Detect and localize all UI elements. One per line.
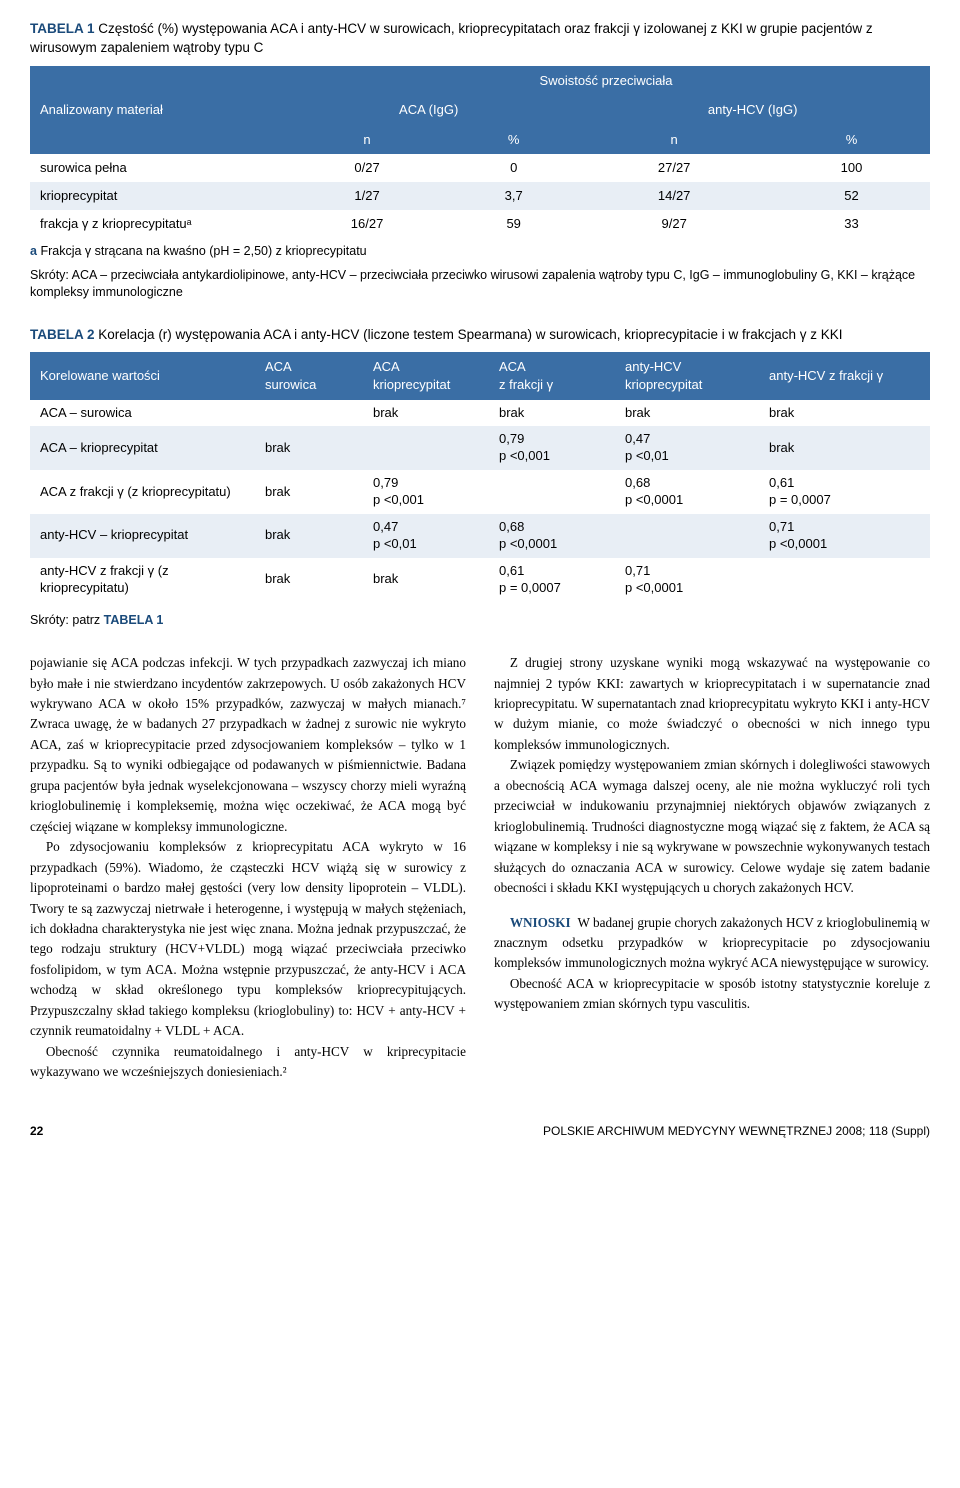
wnioski-p1: WNIOSKI W badanej grupie chorych zakażon… [494, 913, 930, 974]
table-cell: brak [255, 470, 363, 514]
table-cell: 16/27 [282, 210, 452, 238]
table1-label: TABELA 1 [30, 21, 95, 36]
table-cell: 0,68p <0,0001 [489, 514, 615, 558]
table-cell: anty-HCV z frakcji γ (z krioprecypitatu) [30, 558, 255, 602]
t1-h-aca: ACA (IgG) [282, 95, 575, 125]
table-cell: brak [489, 400, 615, 427]
table-cell: 52 [773, 182, 930, 210]
table1-caption: TABELA 1 Częstość (%) występowania ACA i… [30, 20, 930, 58]
right-p1: Z drugiej strony uzyskane wyniki mogą ws… [494, 653, 930, 755]
t1-h-p1: % [452, 125, 575, 155]
t1-h-swo: Swoistość przeciwciała [282, 66, 930, 96]
table-cell: brak [759, 426, 930, 470]
t1-h-n1: n [282, 125, 452, 155]
t2-h-c1: ACA surowica [255, 352, 363, 399]
table2-block: TABELA 2 Korelacja (r) występowania ACA … [30, 326, 930, 630]
table-row: frakcja γ z krioprecypitatuᵃ16/27599/273… [30, 210, 930, 238]
table1: Analizowany materiał Swoistość przeciwci… [30, 66, 930, 237]
table-row: surowica pełna0/27027/27100 [30, 154, 930, 182]
table1-caption-text: Częstość (%) występowania ACA i anty-HCV… [30, 21, 873, 55]
left-column: pojawianie się ACA podczas infekcji. W t… [30, 653, 466, 1083]
table-cell: 0,71p <0,0001 [615, 558, 759, 602]
table1-footnote-a: a Frakcja γ strącana na kwaśno (pH = 2,5… [30, 243, 930, 261]
table-cell: 0 [452, 154, 575, 182]
table-cell: brak [363, 558, 489, 602]
table-cell: brak [255, 558, 363, 602]
table-row: anty-HCV – krioprecypitatbrak0,47p <0,01… [30, 514, 930, 558]
table-cell: 14/27 [575, 182, 773, 210]
table1-block: TABELA 1 Częstość (%) występowania ACA i… [30, 20, 930, 302]
table-row: krioprecypitat1/273,714/2752 [30, 182, 930, 210]
table-cell: brak [363, 400, 489, 427]
table-cell: ACA z frakcji γ (z krioprecypitatu) [30, 470, 255, 514]
t2-h-c5: anty-HCV z frakcji γ [759, 352, 930, 399]
table-cell: frakcja γ z krioprecypitatuᵃ [30, 210, 282, 238]
table-cell: 0,71p <0,0001 [759, 514, 930, 558]
table-cell: 59 [452, 210, 575, 238]
table2-skroty: Skróty: patrz TABELA 1 [30, 612, 930, 630]
table-cell: brak [255, 426, 363, 470]
table-row: anty-HCV z frakcji γ (z krioprecypitatu)… [30, 558, 930, 602]
wnioski-heading: WNIOSKI [510, 915, 571, 930]
body-columns: pojawianie się ACA podczas infekcji. W t… [30, 653, 930, 1083]
table2-caption: TABELA 2 Korelacja (r) występowania ACA … [30, 326, 930, 345]
page-footer: 22 POLSKIE ARCHIWUM MEDYCYNY WEWNĘTRZNEJ… [30, 1123, 930, 1139]
table-cell [489, 470, 615, 514]
table-cell: 9/27 [575, 210, 773, 238]
table-cell: 33 [773, 210, 930, 238]
table-cell: ACA – surowica [30, 400, 255, 427]
t1-h-material: Analizowany materiał [30, 66, 282, 155]
t1-foot-a-key: a [30, 244, 37, 258]
table-cell: 0,47p <0,01 [363, 514, 489, 558]
table-cell: 3,7 [452, 182, 575, 210]
table-cell [363, 426, 489, 470]
table-cell: brak [615, 400, 759, 427]
table-cell [615, 514, 759, 558]
left-p2: Po zdysocjowaniu kompleksów z krioprecyp… [30, 837, 466, 1042]
left-p1: pojawianie się ACA podczas infekcji. W t… [30, 653, 466, 837]
table2-label: TABELA 2 [30, 327, 95, 342]
table-cell [255, 400, 363, 427]
t1-h-n2: n [575, 125, 773, 155]
table-cell: ACA – krioprecypitat [30, 426, 255, 470]
t1-foot-a-text: Frakcja γ strącana na kwaśno (pH = 2,50)… [40, 244, 366, 258]
right-column: Z drugiej strony uzyskane wyniki mogą ws… [494, 653, 930, 1083]
t1-h-p2: % [773, 125, 930, 155]
t2-h-c2: ACA krioprecypitat [363, 352, 489, 399]
table1-skroty: Skróty: ACA – przeciwciała antykardiolip… [30, 267, 930, 302]
table-row: ACA – surowicabrakbrakbrakbrak [30, 400, 930, 427]
wnioski-p2: Obecność ACA w krioprecypitacie w sposób… [494, 974, 930, 1015]
left-p3: Obecność czynnika reumatoidalnego i anty… [30, 1042, 466, 1083]
table-cell: anty-HCV – krioprecypitat [30, 514, 255, 558]
table-cell: 0,79p <0,001 [363, 470, 489, 514]
table-cell: 0,68p <0,0001 [615, 470, 759, 514]
table-cell: 27/27 [575, 154, 773, 182]
table-cell: 0/27 [282, 154, 452, 182]
right-p2: Związek pomiędzy występowaniem zmian skó… [494, 755, 930, 898]
table2: Korelowane wartości ACA surowica ACA kri… [30, 352, 930, 601]
table-cell: surowica pełna [30, 154, 282, 182]
table-row: ACA – krioprecypitatbrak0,79p <0,0010,47… [30, 426, 930, 470]
table-cell [759, 558, 930, 602]
table-cell: brak [759, 400, 930, 427]
table2-caption-text: Korelacja (r) występowania ACA i anty-HC… [98, 327, 842, 342]
table-cell: 100 [773, 154, 930, 182]
journal-ref: POLSKIE ARCHIWUM MEDYCYNY WEWNĘTRZNEJ 20… [543, 1123, 930, 1139]
table-row: ACA z frakcji γ (z krioprecypitatu)brak0… [30, 470, 930, 514]
table-cell: 1/27 [282, 182, 452, 210]
table-cell: 0,47p <0,01 [615, 426, 759, 470]
t1-h-anty: anty-HCV (IgG) [575, 95, 930, 125]
table-cell: 0,61p = 0,0007 [489, 558, 615, 602]
t2-h-c3: ACA z frakcji γ [489, 352, 615, 399]
page-number: 22 [30, 1123, 43, 1139]
table-cell: 0,61p = 0,0007 [759, 470, 930, 514]
t2-h-c4: anty-HCV krioprecypitat [615, 352, 759, 399]
t2-h-kor: Korelowane wartości [30, 352, 255, 399]
table-cell: krioprecypitat [30, 182, 282, 210]
table-cell: brak [255, 514, 363, 558]
table-cell: 0,79p <0,001 [489, 426, 615, 470]
